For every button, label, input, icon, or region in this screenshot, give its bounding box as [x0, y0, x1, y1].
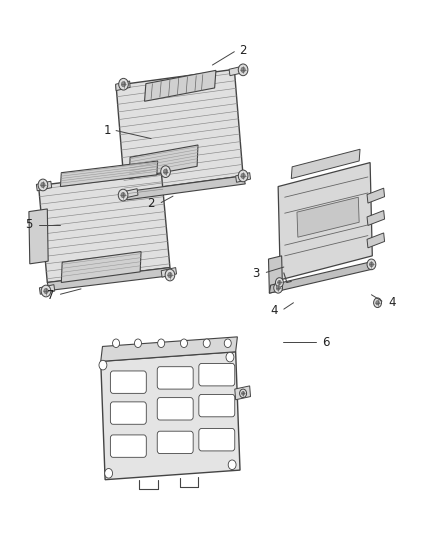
Polygon shape [268, 256, 283, 293]
Circle shape [38, 179, 48, 191]
Circle shape [163, 169, 168, 174]
Polygon shape [236, 173, 251, 182]
Polygon shape [291, 149, 360, 179]
Circle shape [274, 282, 283, 293]
Polygon shape [39, 285, 55, 294]
Circle shape [41, 285, 51, 297]
Circle shape [105, 469, 113, 478]
Polygon shape [367, 233, 385, 248]
Polygon shape [36, 181, 52, 191]
Polygon shape [101, 337, 237, 361]
Circle shape [158, 339, 165, 348]
Polygon shape [229, 66, 244, 76]
Circle shape [168, 272, 172, 278]
Circle shape [240, 389, 247, 398]
Polygon shape [116, 69, 243, 192]
Polygon shape [101, 352, 240, 480]
Text: 4: 4 [388, 296, 396, 309]
Polygon shape [116, 81, 130, 91]
Circle shape [180, 339, 187, 348]
Circle shape [238, 170, 248, 182]
Polygon shape [61, 252, 141, 282]
Circle shape [41, 182, 45, 188]
Polygon shape [155, 165, 170, 175]
Circle shape [241, 391, 245, 395]
Circle shape [119, 78, 128, 90]
Polygon shape [145, 70, 216, 101]
Circle shape [374, 298, 381, 308]
FancyBboxPatch shape [157, 398, 193, 420]
Circle shape [276, 278, 283, 287]
Circle shape [376, 301, 379, 305]
Polygon shape [297, 197, 359, 237]
Circle shape [278, 280, 281, 285]
Text: 2: 2 [239, 44, 247, 57]
Polygon shape [367, 188, 385, 203]
Circle shape [224, 339, 231, 348]
Polygon shape [60, 161, 158, 187]
Polygon shape [269, 261, 374, 293]
Circle shape [241, 173, 245, 179]
Text: 1: 1 [103, 124, 111, 137]
Circle shape [369, 262, 373, 266]
Polygon shape [123, 189, 138, 198]
Circle shape [276, 286, 280, 290]
Polygon shape [367, 211, 385, 225]
Text: 6: 6 [322, 336, 330, 349]
FancyBboxPatch shape [110, 371, 146, 393]
Polygon shape [125, 176, 245, 200]
Circle shape [226, 352, 234, 362]
Circle shape [161, 166, 170, 177]
FancyBboxPatch shape [157, 431, 193, 454]
Text: 5: 5 [25, 219, 32, 231]
Text: 3: 3 [253, 267, 260, 280]
Circle shape [113, 339, 120, 348]
Circle shape [99, 360, 107, 370]
FancyBboxPatch shape [199, 429, 235, 451]
Text: 7: 7 [46, 289, 54, 302]
Circle shape [134, 339, 141, 348]
FancyBboxPatch shape [110, 435, 146, 457]
Polygon shape [161, 268, 177, 277]
Circle shape [121, 192, 125, 198]
Polygon shape [47, 268, 172, 290]
FancyBboxPatch shape [199, 364, 235, 386]
Polygon shape [39, 171, 170, 282]
Circle shape [203, 339, 210, 348]
Polygon shape [129, 145, 198, 179]
Circle shape [241, 67, 245, 72]
Polygon shape [235, 386, 251, 400]
FancyBboxPatch shape [157, 367, 193, 389]
FancyBboxPatch shape [110, 402, 146, 424]
Circle shape [367, 259, 376, 270]
Polygon shape [29, 209, 48, 264]
Polygon shape [278, 163, 372, 280]
Circle shape [44, 288, 48, 294]
Text: 4: 4 [270, 304, 278, 317]
Circle shape [238, 64, 248, 76]
Circle shape [118, 189, 128, 201]
Circle shape [121, 82, 126, 87]
Circle shape [165, 269, 175, 281]
Circle shape [228, 460, 236, 470]
FancyBboxPatch shape [199, 394, 235, 417]
Text: 2: 2 [147, 197, 155, 210]
